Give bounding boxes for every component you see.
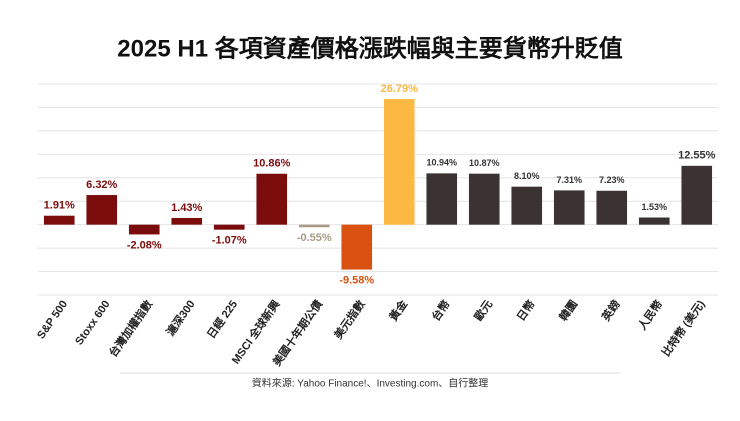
bar [298,224,330,228]
x-tick-label: 台幣 [429,297,453,323]
bar [171,217,203,225]
chart-title: 2025 H1 各項資產價格漲跌幅與主要貨幣升貶值 [117,34,622,62]
bar [383,99,415,225]
value-label: 7.23% [599,175,625,185]
bar [468,173,500,225]
value-label: 26.79% [381,83,419,95]
bar [596,190,628,225]
value-label: 10.94% [426,158,457,168]
value-label: -1.07% [212,235,247,247]
value-label: 6.32% [86,179,117,191]
x-tick-label: 英鎊 [598,297,623,324]
bar [128,224,160,235]
value-label: -2.08% [127,239,162,251]
bar [426,173,458,225]
x-tick-label: Stoxx 600 [73,299,112,348]
x-tick-label: 歐元 [471,297,495,323]
x-tick-label: 黃金 [385,297,410,325]
value-label: 1.91% [44,200,75,212]
bar [511,186,543,225]
bar [256,173,288,225]
bar [43,215,75,225]
x-tick-label: S&P 500 [35,299,70,342]
value-label: 8.10% [514,171,540,181]
x-tick-label: 比特幣 (美元) [659,297,708,359]
bar [553,190,585,225]
value-label: 1.43% [171,202,202,214]
value-label: 7.31% [556,175,582,185]
value-label: 10.87% [469,158,500,168]
bar [638,217,670,225]
value-label: -9.58% [339,274,374,286]
bar [681,165,713,225]
value-label: 12.55% [678,150,716,162]
bar [213,224,245,230]
footnote: 資料來源: Yahoo Finance!、Investing.com、自行整理 [252,377,489,390]
x-tick-label: 台灣加權指數 [106,297,155,359]
value-label: -0.55% [297,232,332,244]
x-tick-label: 日經 225 [204,297,240,341]
x-tick-label: 韓圜 [556,297,580,323]
x-tick-label: 人民幣 [635,297,665,332]
bar [86,195,118,225]
x-tick-label: 日幣 [514,297,538,323]
x-tick-label: 美元指數 [331,297,368,341]
bar [341,224,373,270]
value-label: 10.86% [253,158,291,170]
x-tick-label: 滬深300 [163,297,198,338]
value-label: 1.53% [641,202,667,212]
